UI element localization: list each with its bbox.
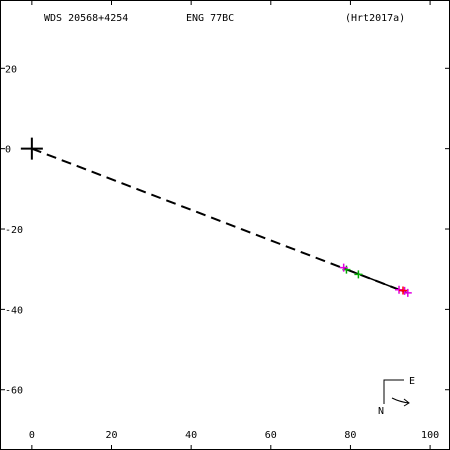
x-tick-label: 80 xyxy=(344,430,356,441)
compass-indicator: E N xyxy=(378,376,415,417)
y-tick-label: -60 xyxy=(5,386,23,397)
x-tick-label: 100 xyxy=(421,430,439,441)
wds-id-label: WDS 20568+4254 xyxy=(44,13,128,24)
y-tick-label: 20 xyxy=(5,64,17,75)
magenta-cross-point xyxy=(339,263,348,272)
compass-north-label: N xyxy=(378,406,384,417)
x-tick-label: 40 xyxy=(185,430,197,441)
orbit-lines xyxy=(31,147,409,295)
y-tick-label: 0 xyxy=(5,145,11,156)
orbit-dashed-line xyxy=(31,147,401,292)
green-cross-point xyxy=(354,270,363,279)
compass-east-label: E xyxy=(409,376,415,387)
magenta-cross-point xyxy=(395,285,404,294)
primary-star-cross xyxy=(20,137,43,160)
observation-points xyxy=(20,137,412,297)
magenta-cross-point xyxy=(403,288,412,297)
compass-axes xyxy=(383,379,404,404)
x-tick-label: 20 xyxy=(105,430,117,441)
x-tick-label: 60 xyxy=(265,430,277,441)
discoverer-label: ENG 77BC xyxy=(186,13,234,24)
red-cross-point xyxy=(399,286,408,295)
compass-motion-arrow-icon xyxy=(391,397,410,407)
x-tick-label: 0 xyxy=(29,430,35,441)
y-tick-label: -20 xyxy=(5,225,23,236)
reference-label: (Hrt2017a) xyxy=(345,13,405,24)
y-tick-label: -40 xyxy=(5,305,23,316)
